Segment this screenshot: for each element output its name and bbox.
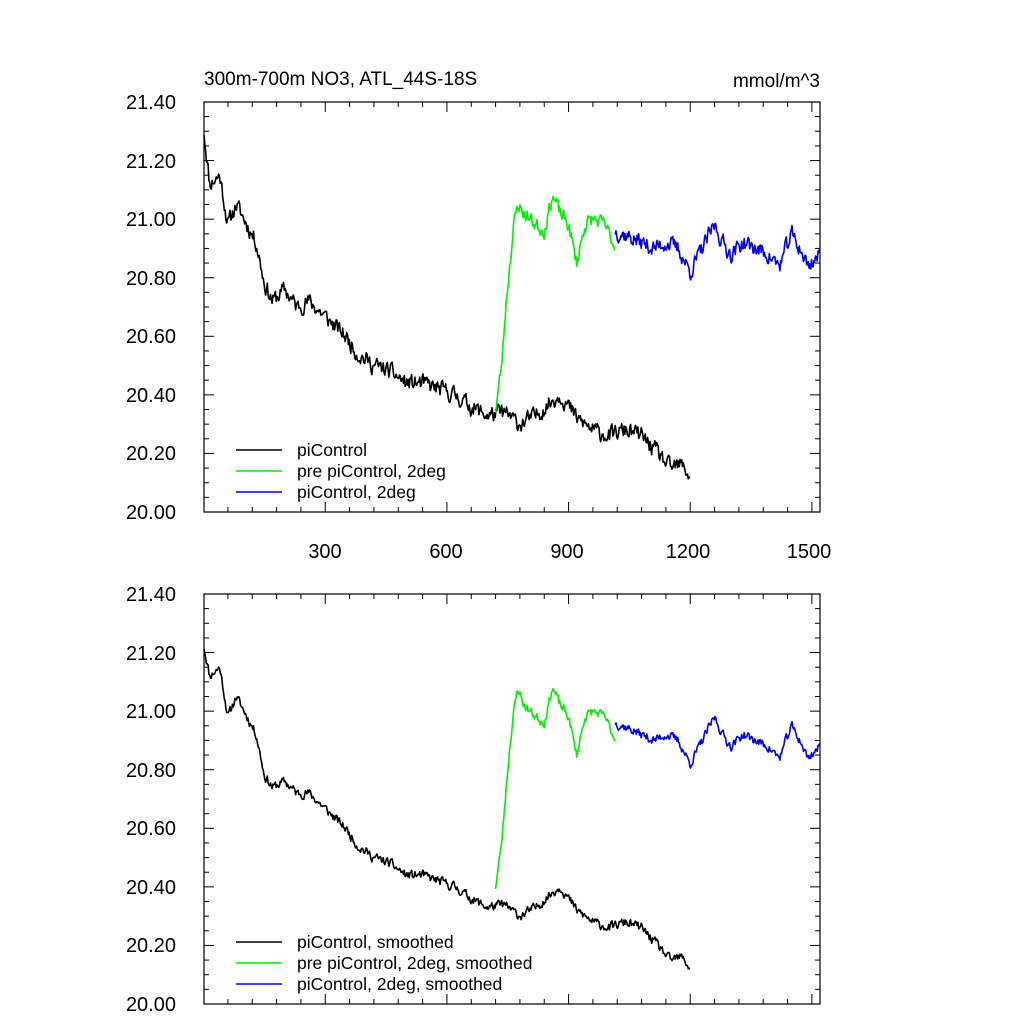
x-tick-labels: 300 600 900 1200 1500 xyxy=(308,541,831,563)
y-tick-label: 20.60 xyxy=(126,818,176,840)
chart-title: 300m-700m NO3, ATL_44S-18S xyxy=(204,69,477,90)
x-tick-label: 300 xyxy=(308,541,341,563)
y-tick-label: 21.20 xyxy=(126,151,176,173)
y-tick-label: 20.40 xyxy=(126,385,176,407)
y-tick-label: 20.80 xyxy=(126,760,176,782)
x-tick-label: 1500 xyxy=(787,541,832,563)
y-tick-label: 20.00 xyxy=(126,502,176,524)
y-tick-label: 21.00 xyxy=(126,701,176,723)
x-tick-label: 900 xyxy=(550,541,583,563)
units-label: mmol/m^3 xyxy=(733,71,820,92)
y-tick-label: 21.40 xyxy=(126,92,176,114)
legend-label: piControl, 2deg xyxy=(297,482,416,502)
axis-ticks xyxy=(204,593,820,1005)
series-line-2 xyxy=(614,222,821,281)
series-layer xyxy=(203,134,821,480)
series-line-1 xyxy=(494,195,616,413)
series-line-0 xyxy=(203,648,691,970)
y-tick-label: 21.40 xyxy=(126,584,176,606)
legend-label: pre piControl, 2deg xyxy=(297,461,446,481)
legend-label: piControl, smoothed xyxy=(297,932,454,952)
legend-label: piControl xyxy=(297,440,367,460)
y-tick-labels: 20.00 20.20 20.40 20.60 20.80 21.00 21.2… xyxy=(126,584,176,1016)
y-tick-labels: 20.00 20.20 20.40 20.60 20.80 21.00 21.2… xyxy=(126,92,176,524)
legend: piControl, smoothed pre piControl, 2deg,… xyxy=(236,932,532,994)
series-line-0 xyxy=(203,134,691,480)
y-tick-label: 20.20 xyxy=(126,443,176,465)
y-tick-label: 20.80 xyxy=(126,268,176,290)
axis-ticks xyxy=(204,101,820,513)
x-tick-label: 600 xyxy=(429,541,462,563)
y-tick-label: 21.00 xyxy=(126,209,176,231)
y-tick-label: 21.20 xyxy=(126,643,176,665)
legend-label: pre piControl, 2deg, smoothed xyxy=(297,953,532,973)
top-panel: 300m-700m NO3, ATL_44S-18S mmol/m^3 20.0… xyxy=(126,69,831,563)
legend: piControl pre piControl, 2deg piControl,… xyxy=(236,440,446,502)
y-tick-label: 20.20 xyxy=(126,935,176,957)
x-tick-label: 1200 xyxy=(666,541,711,563)
bottom-panel: 20.00 20.20 20.40 20.60 20.80 21.00 21.2… xyxy=(126,584,821,1016)
y-tick-label: 20.00 xyxy=(126,994,176,1016)
y-tick-label: 20.40 xyxy=(126,877,176,899)
legend-label: piControl, 2deg, smoothed xyxy=(297,974,502,994)
series-line-2 xyxy=(614,715,821,769)
series-layer xyxy=(203,648,821,970)
series-line-1 xyxy=(494,687,616,890)
y-tick-label: 20.60 xyxy=(126,326,176,348)
